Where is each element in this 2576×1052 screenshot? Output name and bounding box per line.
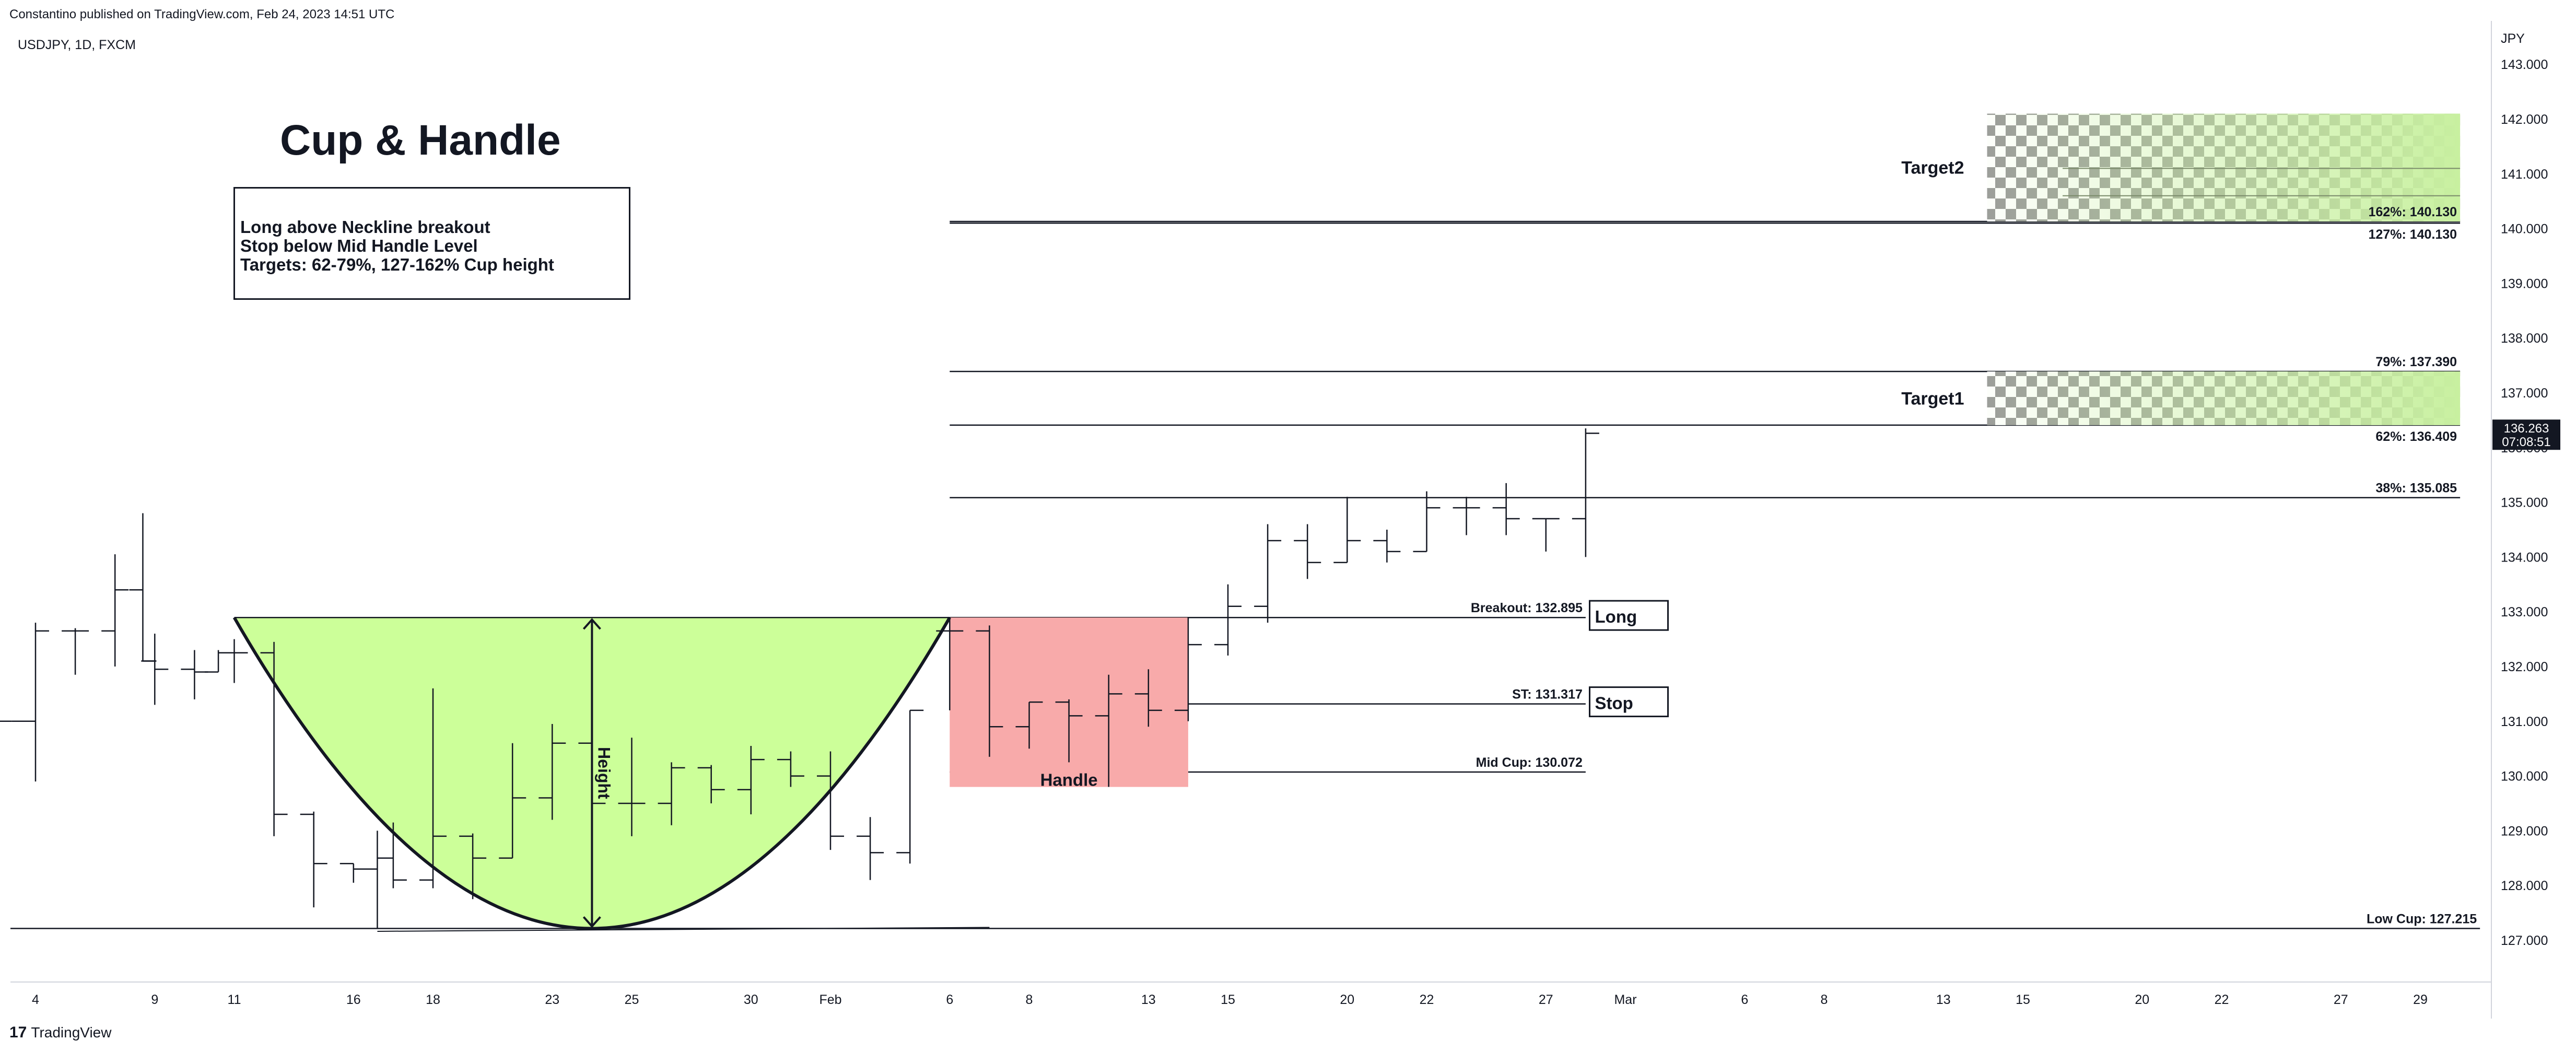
published-by-header: Constantino published on TradingView.com… <box>9 7 395 21</box>
x-tick-label: 25 <box>625 992 639 1007</box>
level-label: 162%: 140.130 <box>2369 205 2457 219</box>
y-tick-label: 139.000 <box>2501 276 2548 291</box>
y-tick-label: 132.000 <box>2501 660 2548 674</box>
x-tick-label: 9 <box>151 992 158 1007</box>
note-line-long: Long above Neckline breakout <box>240 217 490 237</box>
y-tick-label: 142.000 <box>2501 112 2548 127</box>
height-label: Height <box>594 747 613 799</box>
fib-levels-layer <box>10 220 2480 929</box>
symbol-info[interactable]: USDJPY, 1D, FXCM <box>18 38 136 52</box>
price-bars-layer <box>0 428 1599 928</box>
height-arrow-head-top <box>582 618 601 630</box>
height-arrow-head-bottom <box>582 916 601 928</box>
last-price-value: 136.263 <box>2504 422 2549 436</box>
x-tick-label: Feb <box>819 992 841 1007</box>
y-tick-label: 138.000 <box>2501 331 2548 346</box>
trade-box <box>1589 600 1669 631</box>
x-tick-label: 23 <box>545 992 559 1007</box>
level-label: 38%: 135.085 <box>2375 481 2457 496</box>
y-tick-label: 140.000 <box>2501 222 2548 237</box>
x-tick-label: 6 <box>1741 992 1748 1007</box>
x-tick-label: 22 <box>2215 992 2229 1007</box>
target-zone-fill <box>1987 371 2461 425</box>
y-tick-label: 127.000 <box>2501 933 2548 948</box>
trade-box <box>1589 686 1669 718</box>
trade-box-label: Stop <box>1595 694 1633 713</box>
x-tick-label: 13 <box>1936 992 1951 1007</box>
x-tick-label: 30 <box>744 992 758 1007</box>
x-tick-label: 20 <box>2135 992 2149 1007</box>
x-tick-label: 15 <box>1221 992 1235 1007</box>
x-tick-label: 16 <box>346 992 361 1007</box>
y-tick-label: 143.000 <box>2501 57 2548 72</box>
axes-layer: JPY 127.000 128.000 129.000 130.000 131.000 13… <box>10 21 2560 1019</box>
pattern-shapes-layer <box>232 113 2461 932</box>
x-tick-label: 8 <box>1026 992 1033 1007</box>
trade-box-label: Long <box>1595 607 1637 626</box>
level-label: 79%: 137.390 <box>2375 355 2457 369</box>
x-tick-label: 13 <box>1141 992 1156 1007</box>
x-tick-label: 8 <box>1821 992 1828 1007</box>
target-label: Target1 <box>1901 389 1964 409</box>
chart-title: Cup & Handle <box>280 116 561 164</box>
strategy-note-box: Long above Neckline breakout Stop below … <box>233 187 630 300</box>
level-label: 62%: 136.409 <box>2375 429 2457 444</box>
y-tick-label: 129.000 <box>2501 824 2548 838</box>
chart-labels-layer: 162%: 140.130 127%: 140.130 79%: 137.390 62… <box>594 158 2477 927</box>
last-price-badge <box>2492 419 2560 450</box>
y-tick-label: 133.000 <box>2501 605 2548 619</box>
x-tick-label: 4 <box>32 992 39 1007</box>
y-tick-label: 128.000 <box>2501 879 2548 893</box>
low-connector-line <box>377 927 990 932</box>
y-tick-label: 141.000 <box>2501 167 2548 182</box>
x-tick-label: 20 <box>1340 992 1354 1007</box>
target-zone-fill <box>1987 113 2461 221</box>
handle-label: Handle <box>1040 770 1098 790</box>
x-tick-label: 11 <box>228 992 241 1007</box>
target-label: Target2 <box>1901 158 1964 178</box>
note-line-stop: Stop below Mid Handle Level <box>240 236 478 255</box>
x-tick-label: Mar <box>1614 992 1636 1007</box>
y-tick-label: 137.000 <box>2501 386 2548 401</box>
x-tick-label: 15 <box>2016 992 2030 1007</box>
level-label: Mid Cup: 130.072 <box>1476 755 1583 770</box>
x-tick-label: 6 <box>946 992 953 1007</box>
x-tick-label: 18 <box>426 992 440 1007</box>
level-label: Low Cup: 127.215 <box>2367 911 2477 926</box>
x-tick-label: 29 <box>2413 992 2428 1007</box>
x-tick-label: 27 <box>1539 992 1553 1007</box>
level-label: Breakout: 132.895 <box>1471 601 1583 615</box>
tradingview-logo[interactable]: 17 TradingView <box>9 1024 111 1042</box>
y-tick-label: 135.000 <box>2501 496 2548 510</box>
currency-label: JPY <box>2501 31 2525 46</box>
tradingview-logo-text: TradingView <box>31 1024 112 1041</box>
last-price-countdown: 07:08:51 <box>2502 435 2550 449</box>
x-tick-label: 27 <box>2334 992 2348 1007</box>
x-tick-label: 22 <box>1420 992 1434 1007</box>
tradingview-logo-icon: 17 <box>9 1024 27 1041</box>
note-line-targets: Targets: 62-79%, 127-162% Cup height <box>240 255 554 274</box>
y-tick-label: 134.000 <box>2501 550 2548 565</box>
y-tick-label: 130.000 <box>2501 769 2548 784</box>
level-label: ST: 131.317 <box>1512 687 1583 702</box>
cup-curve <box>232 616 951 930</box>
y-tick-label: 131.000 <box>2501 715 2548 729</box>
level-label: 127%: 140.130 <box>2369 227 2457 242</box>
